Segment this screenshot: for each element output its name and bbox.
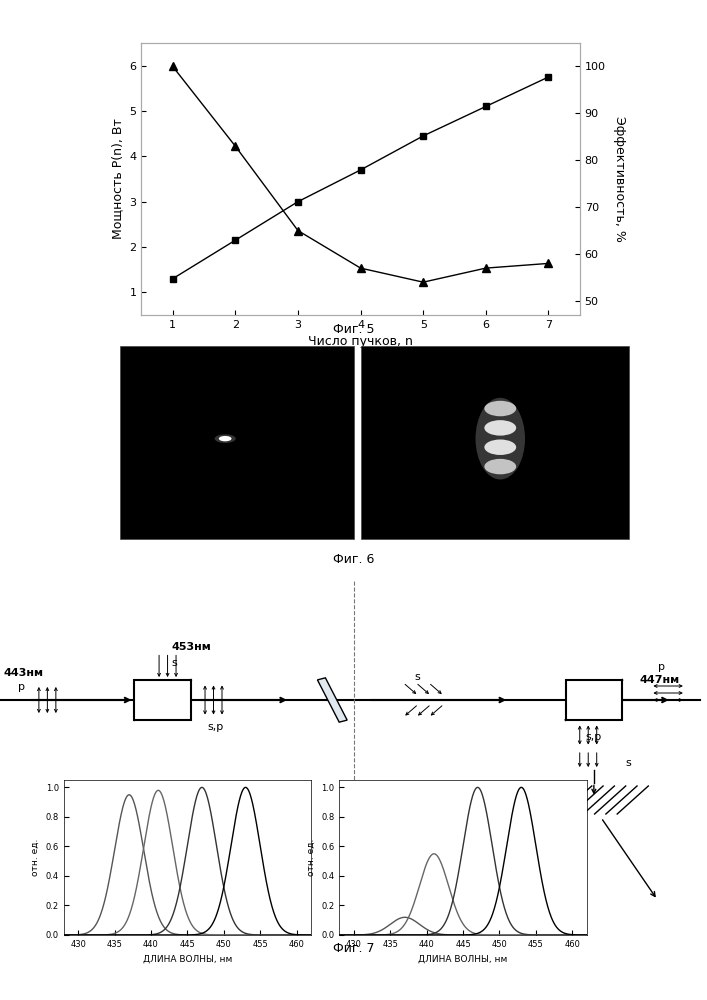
Text: s,p: s,p — [208, 722, 223, 732]
Text: 453нм: 453нм — [171, 643, 211, 652]
Ellipse shape — [219, 436, 232, 441]
Bar — [566, 680, 622, 720]
Bar — [317, 678, 347, 722]
Text: 443нм: 443нм — [4, 668, 44, 678]
Ellipse shape — [484, 420, 516, 436]
X-axis label: Число пучков, n: Число пучков, n — [308, 335, 413, 348]
Y-axis label: Мощность P(n), Вт: Мощность P(n), Вт — [111, 119, 124, 239]
Text: p: p — [18, 682, 25, 692]
Y-axis label: отн. ед.: отн. ед. — [307, 839, 316, 876]
X-axis label: ДЛИНА ВОЛНЫ, нм: ДЛИНА ВОЛНЫ, нм — [143, 954, 232, 963]
Text: s: s — [171, 658, 177, 668]
Bar — [134, 680, 191, 720]
Text: s: s — [414, 672, 420, 682]
Text: Фиг. 7: Фиг. 7 — [333, 942, 374, 955]
Text: 447нм: 447нм — [640, 675, 680, 685]
Text: Фиг. 6: Фиг. 6 — [333, 553, 374, 566]
Y-axis label: отн. ед.: отн. ед. — [31, 839, 40, 876]
Text: p: p — [658, 662, 665, 672]
Ellipse shape — [215, 434, 235, 443]
Text: s: s — [626, 758, 631, 768]
Text: s,p: s,p — [586, 732, 602, 742]
Ellipse shape — [484, 401, 516, 416]
Ellipse shape — [484, 459, 516, 474]
Bar — [361, 346, 629, 539]
Ellipse shape — [476, 398, 525, 479]
Ellipse shape — [484, 439, 516, 455]
Y-axis label: Эффективность, %: Эффективность, % — [614, 116, 626, 242]
Bar — [120, 346, 354, 539]
X-axis label: ДЛИНА ВОЛНЫ, нм: ДЛИНА ВОЛНЫ, нм — [419, 954, 508, 963]
Text: Фиг. 5: Фиг. 5 — [333, 323, 374, 336]
